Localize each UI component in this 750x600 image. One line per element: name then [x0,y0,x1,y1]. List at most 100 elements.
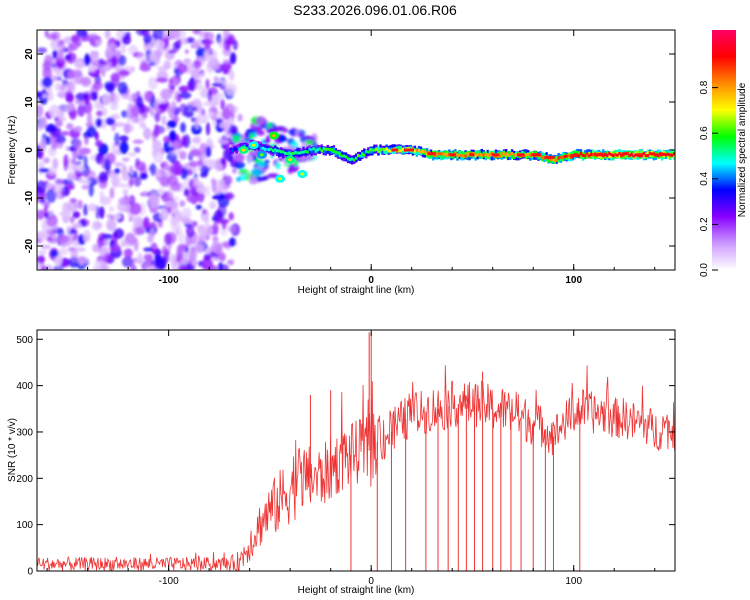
noise-blob [179,150,187,160]
noise-blob [218,37,225,49]
snr-panel: -100 0 100 0 100 200 300 400 500 Height of strai… [7,329,676,596]
ridge-core [375,147,378,151]
noise-blob [189,149,202,157]
ridge-core [294,150,297,154]
noise-blobs [37,30,318,270]
noise-blob [143,44,150,52]
ridge-core [296,151,299,155]
noise-blob [169,130,176,142]
ridge-mid [280,150,283,157]
ridge-core [355,156,358,160]
noise-blob [203,101,212,107]
y-tick-label: 400 [16,381,33,392]
ridge-core [498,154,502,158]
noise-blob [42,77,53,88]
ridge-core [610,153,613,157]
ridge-mid [399,146,402,152]
noise-blob [154,40,165,50]
ridge-core [306,150,309,154]
ridge-core [397,149,400,153]
noise-blob [227,259,235,266]
ridge-core [274,148,277,152]
noise-blob [56,43,66,53]
noise-blob [211,195,221,200]
ridge-core [263,147,267,151]
noise-blob [86,125,97,138]
ridge-core [587,154,591,158]
noise-blob [80,76,92,87]
ridge-core [316,148,319,152]
ridge-core [589,153,593,156]
noise-blob [102,233,113,240]
noise-blob [205,247,211,255]
noise-blob [183,188,190,197]
noise-blob [121,256,134,268]
noise-blob [224,192,235,201]
colorbar-ticks: 0.0 0.2 0.4 0.6 0.8 [699,80,718,277]
ridge-core [361,153,364,156]
ridge-core [549,157,552,161]
noise-blob [71,223,83,229]
noise-blob [128,212,135,220]
noise-blob [89,91,98,101]
noise-blob [52,265,64,270]
ridge-core [462,154,465,158]
noise-blob [180,37,189,45]
ridge-core [648,152,652,155]
noise-blob [73,165,78,174]
ridge-core [608,152,611,156]
noise-blob [118,69,130,77]
noise-blob [75,247,86,252]
ridge-mid [259,143,263,150]
noise-blob [45,189,57,204]
ridge-core [466,152,469,155]
ridge-core [624,152,627,156]
ridge-core [541,156,544,160]
signal-blob-core [271,134,276,138]
ridge-core [626,151,629,155]
signal-blob-core [251,143,256,147]
ridge-core [344,155,348,159]
ridge-core [259,146,263,150]
ridge-mid [608,152,611,159]
transition-blob [251,168,263,176]
noise-blob [196,47,207,59]
noise-blob [106,218,117,232]
ridge-core [606,153,609,157]
noise-blob [42,66,52,80]
ridge-core [529,153,532,157]
ridge-core [581,153,585,157]
noise-blob [43,54,54,66]
signal-blob-core [278,177,283,181]
ridge-mid [585,152,589,159]
spectrogram-x-label: Height of straight line (km) [298,285,415,296]
noise-blob [190,145,197,151]
ridge-core [233,147,236,151]
noise-blob [91,220,102,231]
noise-blob [158,128,164,133]
noise-blob [211,241,218,252]
ridge-mid [642,152,645,159]
ridge-core [350,157,354,161]
noise-blob [188,247,198,261]
noise-blob [76,30,87,38]
ridge-peak [544,155,555,159]
y-tick-label: 300 [16,427,33,438]
noise-blob [172,141,179,150]
ridge-core [385,147,388,151]
transition-blob [295,128,300,136]
noise-blob [191,259,198,266]
ridge-core [555,158,558,162]
noise-blob [67,69,75,80]
ridge-core [458,153,461,157]
ridge-core [334,150,338,154]
y-tick-label: 0 [27,567,33,578]
ridge-mid [308,147,311,154]
ridge-core [612,154,615,158]
noise-blob [218,139,230,144]
noise-blob [139,172,148,180]
x-tick-label: 0 [368,576,374,587]
noise-blob [120,43,126,54]
ridge-core [484,153,487,157]
noise-blob [193,136,202,144]
